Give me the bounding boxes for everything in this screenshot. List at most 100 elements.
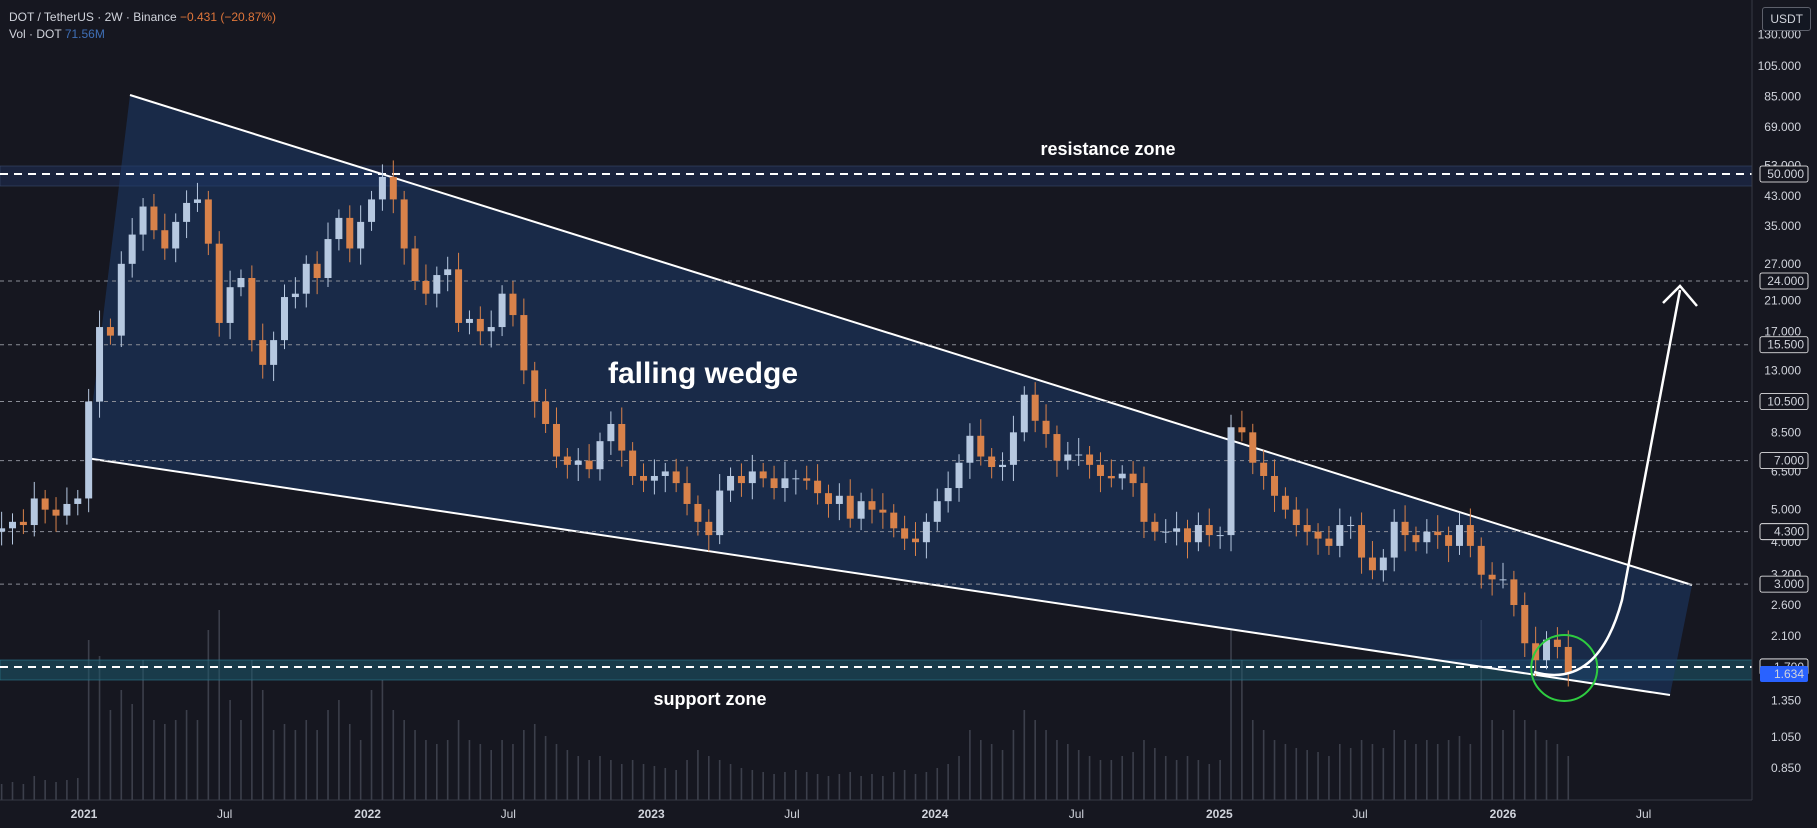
highlight-circle: [1530, 634, 1599, 702]
level-price-box: [1759, 165, 1809, 183]
time-tick-label: Jul: [217, 807, 232, 821]
candle-body: [759, 471, 767, 479]
candle: [618, 407, 626, 467]
volume-bar: [903, 770, 906, 800]
candle-body: [74, 498, 82, 504]
candle: [1107, 459, 1115, 488]
candle-body: [270, 340, 278, 365]
candle-body: [291, 293, 299, 298]
time-tick-label: 2023: [638, 807, 665, 821]
volume-bar: [229, 700, 231, 800]
volume-bar: [392, 710, 395, 800]
time-axis[interactable]: 2021 Jul 2022 Jul 2023 Jul 2024 Jul 2025 Jul 2026 J…: [0, 799, 1752, 821]
candle: [835, 483, 843, 521]
candle: [1151, 513, 1159, 541]
candle-body: [640, 475, 648, 481]
candle-body: [248, 277, 256, 341]
candle: [1445, 526, 1453, 563]
volume-bar: [109, 710, 112, 800]
candle-body: [1129, 473, 1137, 484]
candle-body: [683, 483, 691, 504]
price-tick-label: 5.000: [1771, 503, 1801, 517]
candle: [912, 522, 920, 556]
candle: [1009, 415, 1017, 482]
candle-body: [128, 234, 136, 264]
volume-bar: [1295, 748, 1298, 800]
volume-bar: [1001, 750, 1004, 800]
level-price-label: 24.000: [1759, 272, 1809, 290]
candle: [520, 298, 528, 385]
candle: [1499, 562, 1507, 589]
candle-body: [280, 297, 288, 341]
symbol-label: DOT / TetherUS · 2W · Binance: [9, 10, 177, 24]
candle: [901, 515, 909, 550]
candle-body: [1271, 475, 1279, 496]
volume-bar: [1045, 730, 1047, 800]
candle-body: [444, 269, 452, 276]
candle-body: [117, 263, 125, 336]
volume-bar: [468, 740, 471, 800]
candle: [193, 182, 201, 212]
candle-body: [389, 176, 397, 200]
volume-bar: [87, 640, 90, 800]
symbol-line[interactable]: DOT / TetherUS · 2W · Binance −0.431 (−2…: [9, 9, 276, 26]
candle-body: [966, 435, 974, 463]
currency-unit-button[interactable]: USDT: [1762, 7, 1811, 31]
candle-body: [933, 501, 941, 522]
candle: [433, 266, 441, 308]
volume-bar: [1284, 744, 1287, 800]
volume-bar: [729, 764, 732, 800]
price-axis[interactable]: 130.000105.00085.00069.00053.00043.00035…: [1751, 0, 1809, 800]
candle-body: [1347, 525, 1355, 527]
candle-body: [302, 263, 310, 294]
volume-bar: [1077, 750, 1080, 800]
volume-bar: [1393, 730, 1396, 800]
candle-body: [1140, 483, 1148, 522]
candle-body: [433, 275, 441, 294]
candle: [770, 465, 778, 500]
candle: [1249, 423, 1257, 475]
volume-bar: [1208, 764, 1211, 800]
candle-body: [618, 423, 626, 451]
volume-bar: [871, 774, 873, 800]
level-price-label: 3.000: [1759, 575, 1809, 593]
candle: [966, 423, 974, 479]
volume-bars: [0, 610, 1570, 800]
volume-bar: [1317, 752, 1319, 800]
volume-bar: [631, 760, 634, 800]
candle: [1216, 526, 1224, 549]
candle-body: [650, 475, 658, 481]
candle: [1292, 497, 1300, 537]
level-price-box: [1759, 272, 1809, 290]
candle: [139, 198, 147, 251]
candle: [1379, 549, 1387, 582]
candle-body: [1455, 525, 1463, 546]
candle: [1183, 519, 1191, 559]
candle-body: [1379, 557, 1387, 571]
volume-bar: [1067, 744, 1069, 800]
candle: [781, 461, 789, 502]
volume-bar: [882, 776, 884, 800]
candle: [455, 252, 463, 332]
candle: [270, 331, 278, 382]
volume-line[interactable]: Vol · DOT 71.56M: [9, 26, 276, 43]
candle: [988, 448, 996, 479]
candle: [640, 463, 648, 493]
candle: [1521, 592, 1529, 658]
candle-body: [1368, 557, 1376, 571]
candle-body: [716, 490, 724, 536]
level-price-label: 50.000: [1759, 165, 1809, 183]
candle: [465, 310, 473, 335]
candle-body: [944, 488, 952, 502]
volume-bar: [827, 776, 830, 800]
candle-body: [1020, 394, 1028, 433]
candle: [585, 444, 593, 479]
candle-body: [487, 327, 495, 332]
volume-bar: [577, 756, 580, 800]
volume-bar: [22, 784, 25, 800]
volume-bar: [44, 780, 46, 800]
candle-body: [1553, 639, 1561, 647]
volume-bar: [1328, 756, 1330, 800]
